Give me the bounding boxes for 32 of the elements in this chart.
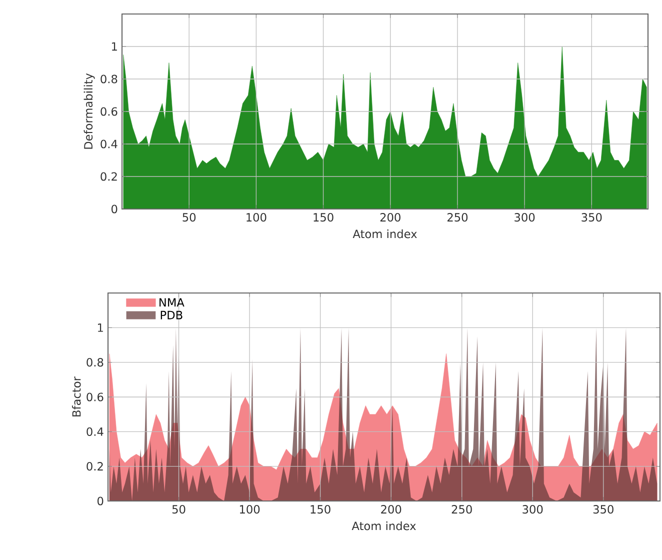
y-tick-label: 0.2: [100, 172, 117, 181]
x-tick-label: 100: [246, 213, 266, 222]
x-tick-label: 300: [514, 213, 535, 222]
x-tick-label: 50: [182, 213, 196, 222]
x-tick-label: 200: [380, 213, 400, 222]
x-tick-label: 300: [522, 505, 543, 514]
y-tick-label: 0.4: [86, 427, 104, 436]
legend-label: PDB: [160, 310, 182, 320]
x-tick-label: 350: [582, 213, 602, 222]
y-tick-label: 0.6: [86, 392, 104, 402]
x-axis-title: Atom index: [352, 521, 416, 530]
y-tick-label: 0: [112, 204, 118, 214]
y-axis-title: Deformability: [84, 73, 95, 149]
x-tick-label: 50: [172, 505, 186, 514]
y-tick-label: 0: [98, 496, 104, 506]
x-tick-label: 150: [314, 213, 334, 222]
y-tick-label: 0.4: [100, 140, 118, 148]
y-tick-label: 1: [112, 42, 117, 51]
x-tick-label: 200: [381, 505, 402, 514]
y-tick-label: 1: [98, 324, 103, 332]
y-tick-label: 0.2: [86, 462, 103, 471]
x-tick-label: 350: [593, 505, 614, 514]
legend-label: NMA: [160, 298, 184, 307]
x-tick-label: 250: [447, 213, 468, 222]
x-tick-label: 250: [452, 505, 472, 514]
y-tick-label: 0.8: [86, 358, 104, 367]
x-tick-label: 150: [310, 505, 330, 514]
y-tick-label: 0.8: [100, 74, 118, 84]
x-tick-label: 100: [240, 505, 260, 514]
x-axis-title: Atom index: [352, 229, 417, 238]
y-axis-title: Bfactor: [72, 376, 81, 416]
y-tick-label: 0.6: [100, 107, 118, 116]
